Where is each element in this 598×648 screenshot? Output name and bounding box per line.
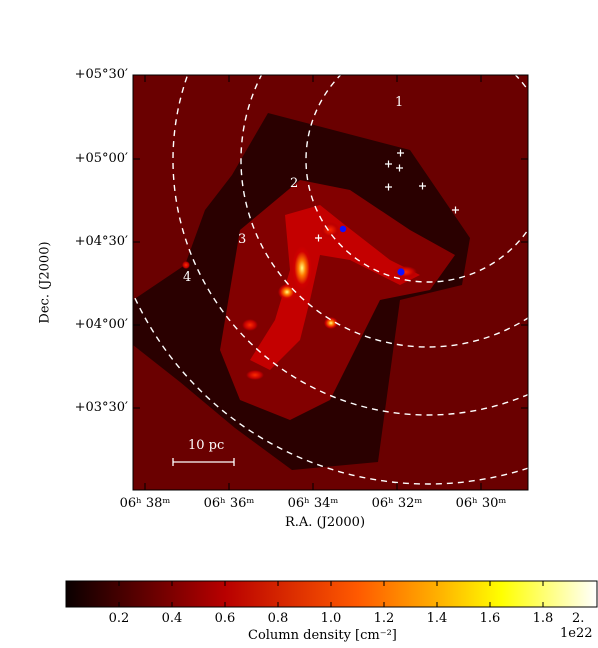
x-axis-title: R.A. (J2000): [285, 515, 366, 530]
colorbar-ticks: [118, 581, 544, 607]
ring-label-2: 2: [290, 176, 299, 191]
bright-clump: [393, 266, 417, 278]
colorbar-exponent: 1e22: [560, 626, 593, 641]
colorbar-tick-label: 0.8: [267, 611, 289, 626]
colorbar-tick-label: 0.4: [161, 611, 183, 626]
bright-clump: [320, 222, 340, 238]
cross-marker: [385, 183, 392, 191]
colorbar-tick-label: 1.4: [426, 611, 448, 626]
bright-clump: [278, 284, 296, 300]
y-tick-label: +04°30′: [74, 234, 128, 249]
column-density-map: [133, 75, 528, 485]
annulus-ring: [240, 75, 528, 348]
x-tick-label: 06ʰ 30ᵐ: [455, 496, 507, 511]
bright-clump: [242, 319, 258, 331]
scale-bar: [172, 458, 235, 466]
colorbar-tick-label: 1.8: [532, 611, 554, 626]
annulus-ring: [172, 75, 528, 416]
cross-marker: [419, 182, 426, 190]
star-markers: [315, 149, 459, 242]
blue-dot-marker: [397, 268, 405, 276]
bright-clump: [182, 261, 190, 269]
annulus-ring: [305, 75, 528, 283]
cross-marker: [397, 149, 404, 157]
cross-marker: [315, 234, 322, 242]
y-tick-label: +05°00′: [74, 151, 128, 166]
x-axis-ticks: [144, 75, 482, 490]
bright-clump: [246, 370, 264, 380]
x-tick-label: 06ʰ 32ᵐ: [371, 496, 423, 511]
x-tick-label: 06ʰ 34ᵐ: [287, 496, 339, 511]
colorbar-tick-label: 1.0: [320, 611, 342, 626]
y-axis-title: Dec. (J2000): [37, 241, 53, 324]
bright-clump: [292, 246, 312, 290]
y-tick-label: +03°30′: [74, 400, 128, 415]
filament-main: [250, 205, 420, 370]
colorbar-tick-label: 1.6: [479, 611, 501, 626]
colorbar-title: Column density [cm⁻²]: [248, 628, 397, 643]
colorbar-tick-label: 1.2: [373, 611, 395, 626]
bright-clump: [324, 317, 338, 329]
colorbar-tick-label: 2.: [572, 611, 585, 626]
ring-label-4: 4: [183, 270, 192, 285]
map-frame: [132, 74, 529, 491]
cross-marker: [396, 164, 403, 172]
cross-marker: [385, 160, 392, 168]
ring-label-1: 1: [395, 95, 404, 110]
cross-marker: [452, 206, 459, 214]
y-tick-label: +04°00′: [74, 317, 128, 332]
x-tick-label: 06ʰ 38ᵐ: [119, 496, 171, 511]
colorbar-tick-label: 0.2: [108, 611, 130, 626]
x-tick-label: 06ʰ 36ᵐ: [203, 496, 255, 511]
y-axis-ticks: [133, 74, 528, 409]
scale-bar-label: 10 pc: [188, 438, 225, 453]
annulus-ring: [133, 292, 528, 485]
y-tick-label: +05°30′: [74, 67, 128, 82]
annulus-rings: [133, 75, 528, 485]
ring-label-3: 3: [238, 232, 247, 247]
colorbar-tick-label: 0.6: [214, 611, 236, 626]
blue-dot-marker: [339, 225, 347, 233]
